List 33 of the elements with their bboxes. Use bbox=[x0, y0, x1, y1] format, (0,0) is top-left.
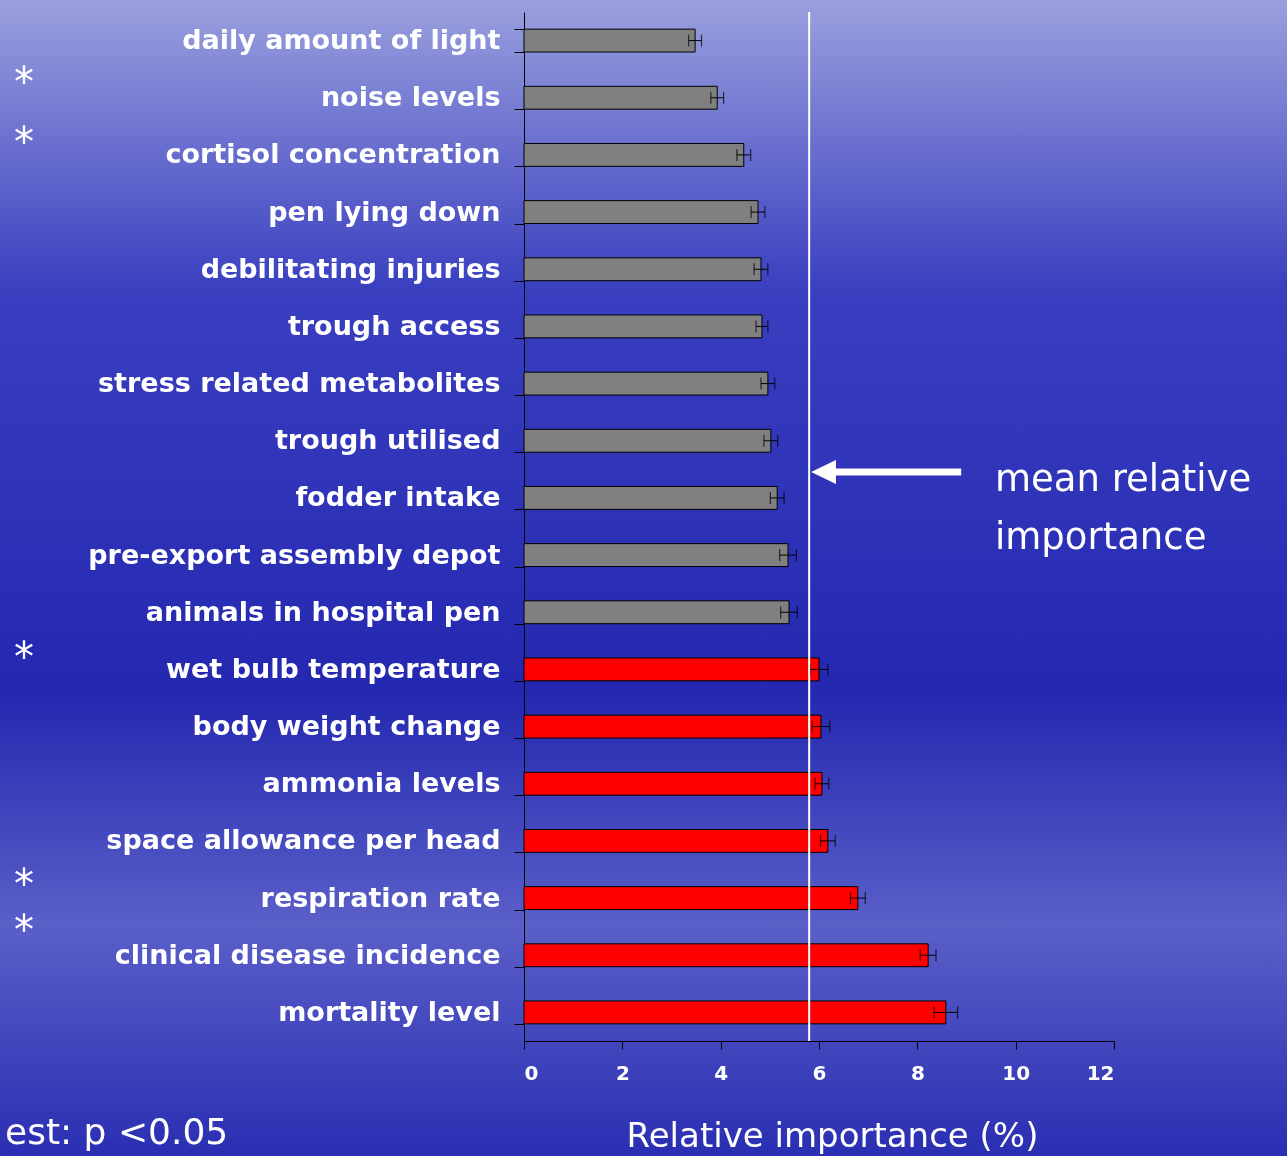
y-tick-label: noise levels bbox=[320, 81, 501, 113]
x-tick-label: 4 bbox=[714, 1060, 729, 1085]
text: * bbox=[14, 634, 34, 680]
y-tick-label: stress related metabolites bbox=[98, 367, 501, 399]
text: * bbox=[14, 907, 34, 953]
text: est: p <0.05 bbox=[5, 1111, 229, 1152]
text: * bbox=[14, 119, 34, 165]
y-tick-label: pen lying down bbox=[268, 195, 501, 227]
x-tick-label: 0 bbox=[524, 1060, 539, 1085]
y-tick-label: wet bulb temperature bbox=[166, 652, 501, 684]
y-tick-label: pre-export assembly depot bbox=[88, 538, 501, 570]
y-tick-label: fodder intake bbox=[295, 481, 501, 513]
y-tick-label: cortisol concentration bbox=[165, 138, 501, 170]
text: * bbox=[14, 59, 34, 105]
text: * bbox=[14, 861, 34, 907]
y-tick-label: ammonia levels bbox=[262, 767, 501, 799]
ref-line-label: mean relative importance bbox=[995, 457, 1252, 558]
y-tick-label: animals in hospital pen bbox=[145, 595, 501, 627]
x-tick-label: 2 bbox=[615, 1060, 630, 1085]
y-tick-label: trough access bbox=[287, 309, 501, 341]
x-tick-label: 10 bbox=[1002, 1060, 1031, 1085]
y-tick-label: respiration rate bbox=[260, 881, 501, 913]
y-tick-label: mortality level bbox=[278, 995, 501, 1027]
y-tick-label: space allowance per head bbox=[106, 824, 501, 856]
y-tick-label: clinical disease incidence bbox=[114, 938, 501, 970]
x-tick-label: 12 bbox=[1086, 1060, 1115, 1085]
y-tick-label: body weight change bbox=[192, 710, 501, 742]
x-axis-title: Relative importance (%) bbox=[626, 1114, 1039, 1155]
y-tick-label: debilitating injuries bbox=[200, 252, 501, 284]
y-tick-label: daily amount of light bbox=[182, 24, 501, 56]
x-tick-label: 8 bbox=[910, 1060, 925, 1085]
x-tick-label: 6 bbox=[812, 1060, 827, 1085]
y-tick-label: trough utilised bbox=[274, 424, 501, 456]
